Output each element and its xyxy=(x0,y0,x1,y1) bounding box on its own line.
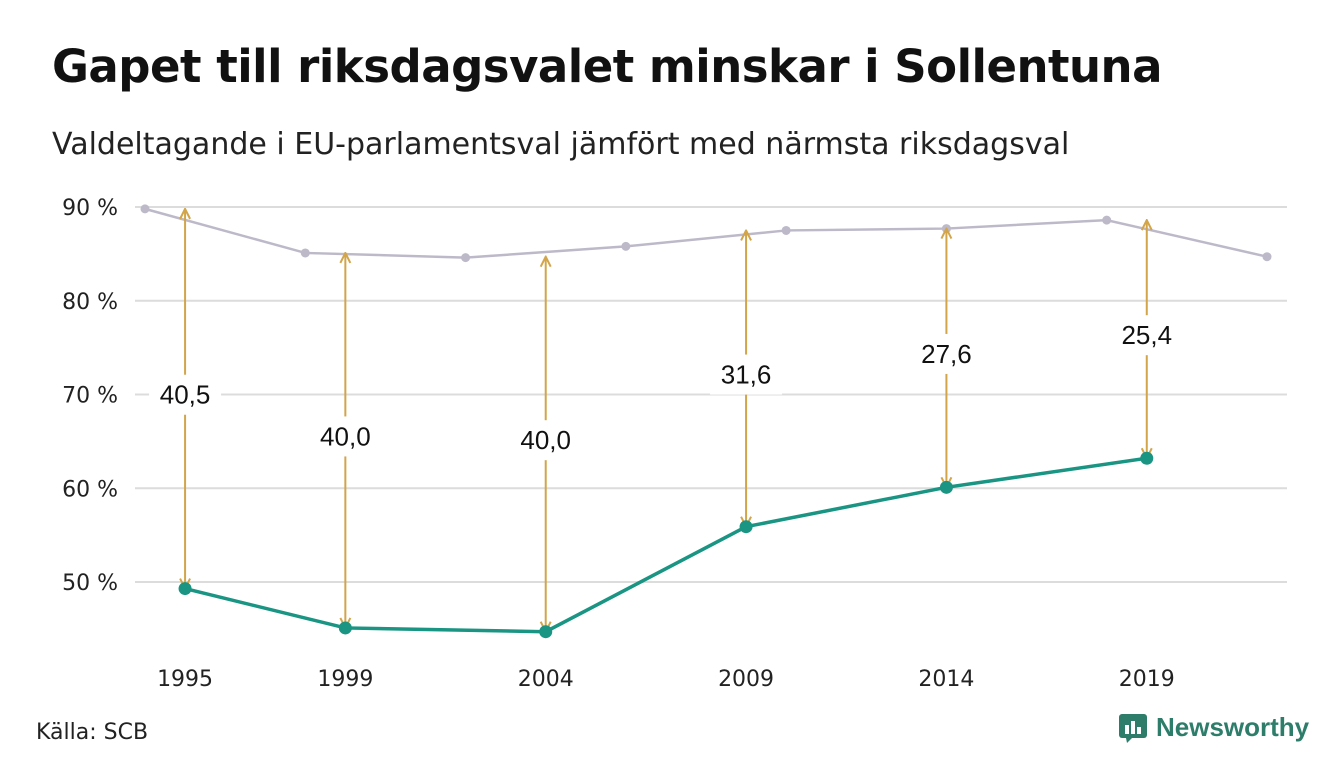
gap-label-bg xyxy=(710,354,783,395)
riksdag-point xyxy=(300,248,310,258)
x-tick-label: 2009 xyxy=(718,667,774,692)
eu-point xyxy=(1140,451,1154,465)
x-tick-label: 2004 xyxy=(518,667,574,692)
gap-label: 40,0 xyxy=(320,421,371,451)
gap-label-bg xyxy=(910,333,983,374)
gap-label: 40,5 xyxy=(160,380,211,410)
newsworthy-logo-icon xyxy=(1119,713,1147,743)
chart-subtitle: Valdeltagande i EU-parlamentsval jämfört… xyxy=(52,127,1070,162)
eu-series-line xyxy=(184,456,1148,634)
gap-label-bg xyxy=(1110,315,1183,356)
eu-point xyxy=(939,480,953,494)
eu-point xyxy=(539,625,553,639)
gap-label: 27,6 xyxy=(921,339,972,369)
y-tick-label: 50 % xyxy=(62,571,118,596)
riksdag-point xyxy=(140,204,150,214)
riksdag-point xyxy=(781,225,791,235)
riksdag-point xyxy=(461,253,471,263)
y-tick-label: 80 % xyxy=(62,290,118,315)
x-tick-label: 1995 xyxy=(157,667,213,692)
brand-name: Newsworthy xyxy=(1156,712,1310,742)
x-tick-label: 1999 xyxy=(317,667,373,692)
riksdag-point xyxy=(1102,215,1112,225)
riksdag-series-line xyxy=(144,207,1268,259)
eu-point xyxy=(178,582,192,596)
source-note: Källa: SCB xyxy=(36,720,149,745)
riksdag-point xyxy=(1262,252,1272,262)
brand-logo: Newsworthy xyxy=(1118,712,1309,743)
x-tick-label: 2014 xyxy=(918,667,974,692)
gap-label-bg xyxy=(309,416,382,457)
gap-label: 31,6 xyxy=(721,360,772,390)
gap-label: 25,4 xyxy=(1121,320,1172,350)
y-tick-label: 70 % xyxy=(62,384,118,409)
y-tick-label: 90 % xyxy=(62,196,118,221)
eu-point xyxy=(338,621,352,635)
gap-label-bg xyxy=(149,374,222,415)
x-tick-label: 2019 xyxy=(1119,667,1175,692)
gap-label: 40,0 xyxy=(520,425,571,455)
gap-label-bg xyxy=(509,420,582,461)
riksdag-point xyxy=(621,241,631,251)
eu-point xyxy=(739,520,753,534)
y-tick-label: 60 % xyxy=(62,477,118,502)
chart-title: Gapet till riksdagsvalet minskar i Solle… xyxy=(52,40,1162,93)
